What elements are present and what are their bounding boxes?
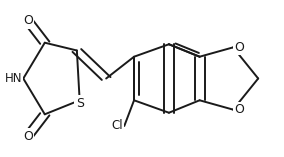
Text: HN: HN	[5, 72, 22, 85]
Text: O: O	[235, 103, 244, 116]
Text: Cl: Cl	[111, 119, 123, 133]
Text: S: S	[76, 97, 84, 110]
Text: O: O	[23, 130, 33, 143]
Text: O: O	[23, 14, 33, 27]
Text: O: O	[235, 41, 244, 54]
